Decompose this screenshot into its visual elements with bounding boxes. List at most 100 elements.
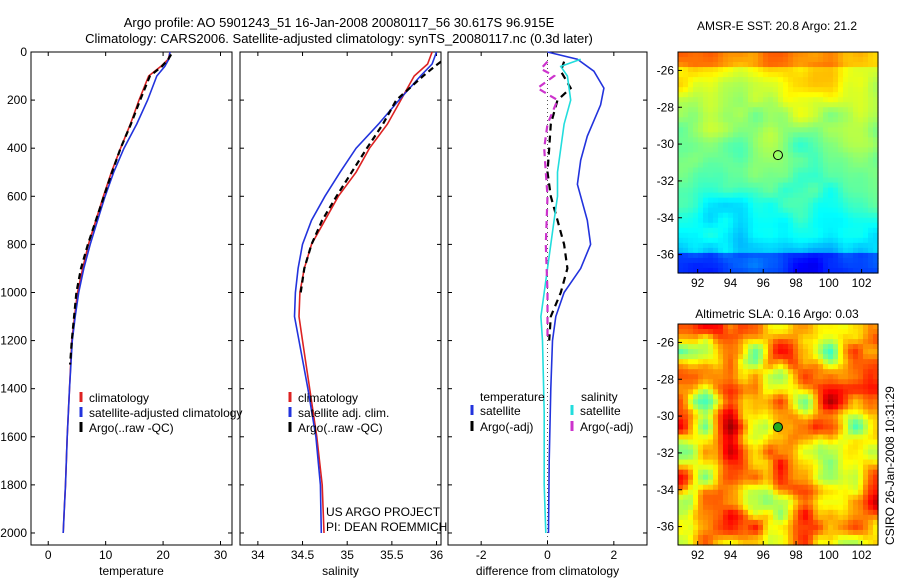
map-cell — [698, 339, 704, 345]
map-cell — [683, 414, 689, 421]
map-cell — [768, 142, 774, 149]
map-cell — [778, 374, 784, 380]
map-cell — [693, 409, 699, 416]
map-cell — [818, 152, 824, 159]
map-cell — [858, 404, 864, 410]
map-cell — [798, 464, 804, 471]
map-cell — [823, 217, 829, 224]
map-cell — [778, 429, 784, 436]
map-cell — [708, 509, 714, 516]
map-cell — [708, 187, 714, 194]
map-cell — [768, 97, 774, 103]
map-cell — [698, 237, 704, 244]
map-cell — [688, 394, 694, 400]
map-cell — [798, 182, 804, 189]
map-cell — [758, 172, 764, 179]
map-cell — [748, 359, 754, 365]
map-cell — [773, 242, 779, 249]
map-cell — [798, 82, 804, 88]
map-cell — [833, 409, 839, 416]
map-cell — [708, 344, 714, 350]
map-cell — [713, 107, 719, 113]
map-cell — [748, 187, 754, 194]
map-cell — [708, 237, 714, 244]
map-cell — [808, 72, 814, 78]
map-cell — [843, 127, 849, 133]
map-cell — [738, 414, 744, 421]
map-cell — [818, 207, 824, 214]
map-cell — [773, 217, 779, 224]
map-cell — [778, 82, 784, 88]
map-cell — [708, 379, 714, 385]
map-cell — [833, 419, 839, 426]
map-cell — [818, 162, 824, 169]
map-cell — [848, 87, 854, 93]
map-cell — [683, 252, 689, 259]
map-cell — [743, 257, 749, 264]
map-cell — [803, 424, 809, 431]
map-cell — [698, 469, 704, 476]
map-cell — [848, 464, 854, 471]
map-cell — [683, 242, 689, 249]
map-cell — [828, 369, 834, 375]
map-cell — [678, 57, 684, 63]
map-cell — [818, 87, 824, 93]
map-cell — [838, 369, 844, 375]
map-cell — [828, 157, 834, 164]
map-cell — [773, 72, 779, 78]
map-cell — [803, 514, 809, 521]
map-cell — [723, 122, 729, 128]
map-cell — [818, 157, 824, 164]
map-cell — [813, 77, 819, 83]
map-cell — [708, 404, 714, 410]
map-cell — [758, 82, 764, 88]
map-cell — [728, 187, 734, 194]
map-cell — [703, 484, 709, 491]
map-cell — [833, 364, 839, 370]
map-cell — [828, 339, 834, 345]
map-cell — [768, 504, 774, 511]
map-cell — [808, 509, 814, 516]
map-cell — [858, 222, 864, 229]
map-cell — [838, 424, 844, 431]
map-cell — [713, 197, 719, 204]
map-cell — [803, 374, 809, 380]
map-cell — [698, 449, 704, 456]
map-cell — [743, 394, 749, 400]
map-cell — [708, 202, 714, 209]
map-cell — [838, 519, 844, 526]
map-cell — [718, 464, 724, 471]
map-cell — [698, 102, 704, 108]
map-cell — [748, 529, 754, 536]
map-cell — [793, 77, 799, 83]
map-cell — [783, 57, 789, 63]
map-cell — [733, 182, 739, 189]
map-cell — [808, 52, 814, 58]
map-cell — [838, 72, 844, 78]
map-cell — [728, 519, 734, 526]
map-cell — [763, 429, 769, 436]
map-cell — [803, 369, 809, 375]
map-cell — [788, 479, 794, 486]
map-cell — [728, 82, 734, 88]
map-cell — [818, 177, 824, 184]
map-cell — [838, 374, 844, 380]
map-cell — [783, 394, 789, 400]
map-cell — [733, 464, 739, 471]
map-cell — [848, 404, 854, 410]
map-cell — [858, 162, 864, 169]
map-cell — [733, 504, 739, 511]
map-cell — [743, 364, 749, 370]
map-cell — [828, 52, 834, 58]
map-cell — [848, 212, 854, 219]
map-cell — [758, 399, 764, 405]
map-cell — [768, 394, 774, 400]
x-tick-label: 34.5 — [291, 548, 315, 562]
map-cell — [833, 489, 839, 496]
map-cell — [723, 334, 729, 340]
map-cell — [753, 92, 759, 98]
map-cell — [813, 72, 819, 78]
map-cell — [823, 534, 829, 541]
map-cell — [723, 177, 729, 184]
map-cell — [818, 479, 824, 486]
